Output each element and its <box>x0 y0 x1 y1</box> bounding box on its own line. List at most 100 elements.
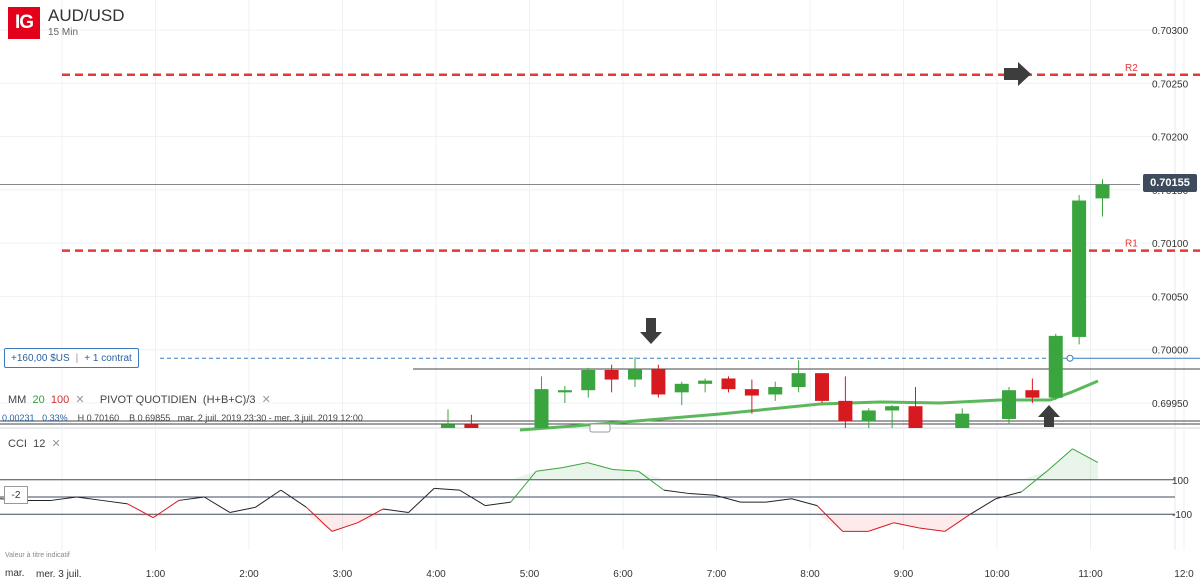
x-tick-label: 5:00 <box>520 569 540 580</box>
x-tick-label: 6:00 <box>613 569 633 580</box>
cci-line-segment <box>536 467 562 472</box>
cci-overbought-area <box>0 448 1098 480</box>
candle-body[interactable] <box>698 380 713 384</box>
cci-line-segment <box>663 489 690 495</box>
y-tick-label: 0.70250 <box>1152 79 1189 90</box>
candle-body[interactable] <box>674 383 689 393</box>
x-tick-label: 8:00 <box>800 569 820 580</box>
cci-line-segment <box>408 488 435 513</box>
remove-pivot-icon[interactable]: ✕ <box>261 394 271 406</box>
y-tick-label: 0.70000 <box>1152 346 1189 357</box>
cci-line-segment <box>689 493 716 496</box>
ohlc-stats: 0.00231 0.33% H 0.70160 B 0.69855 mar. 2… <box>2 413 363 423</box>
cci-line-segment <box>612 468 639 472</box>
y-tick-label: 0.70050 <box>1152 292 1189 303</box>
chart-header: IG AUD/USD 15 Min <box>8 7 125 39</box>
x-tick-label: 7:00 <box>707 569 727 580</box>
candle-body[interactable] <box>955 413 970 428</box>
x-tick-label: 2:00 <box>239 569 259 580</box>
candle-body[interactable] <box>1072 200 1087 337</box>
pane-resize-handle[interactable] <box>589 423 611 433</box>
cci-line-segment <box>204 496 231 513</box>
disclaimer: Valeur à titre indicatif <box>5 552 70 559</box>
ig-logo: IG <box>8 7 40 39</box>
pivot-label[interactable]: PIVOT QUOTIDIEN <box>99 394 197 406</box>
position-size: + 1 contrat <box>84 352 132 364</box>
candle-body[interactable] <box>651 368 666 395</box>
cci-line-segment <box>919 527 945 532</box>
arrow-right-icon <box>1004 62 1031 86</box>
cci-label[interactable]: CCI <box>8 438 27 450</box>
pivot-formula: (H+B+C)/3 <box>202 394 256 406</box>
cci-line-segment <box>255 489 282 508</box>
low-value: B 0.69855 <box>129 413 171 423</box>
candle-body[interactable] <box>441 424 455 428</box>
y-tick-label: 0.70200 <box>1152 133 1189 144</box>
candle-body[interactable] <box>581 369 596 391</box>
candle-body[interactable] <box>557 390 572 393</box>
candle-body[interactable] <box>464 424 479 428</box>
cci-legend: CCI 12 ✕ <box>8 437 61 450</box>
cci-line-segment <box>127 503 154 519</box>
mm-period-100[interactable]: 100 <box>50 394 70 406</box>
cci-line-segment <box>893 522 920 529</box>
candle-body[interactable] <box>721 378 736 390</box>
cci-line-segment <box>816 505 844 532</box>
x-tick-label: 1:00 <box>146 569 166 580</box>
candle-body[interactable] <box>908 406 923 428</box>
current-price-badge: 0.70155 <box>1143 174 1197 192</box>
candle-body[interactable] <box>1002 390 1016 419</box>
candle-body[interactable] <box>744 389 759 396</box>
candle-body[interactable] <box>885 406 900 411</box>
candle-body[interactable] <box>861 410 876 422</box>
high-value: H 0.70160 <box>77 413 120 423</box>
candle-body[interactable] <box>604 369 619 380</box>
mm-label[interactable]: MM <box>8 394 27 406</box>
x-tick-label: 9:00 <box>894 569 914 580</box>
arrow-up-icon <box>1038 405 1060 427</box>
x-tick-label: 4:00 <box>426 569 446 580</box>
cci-oversold-area <box>0 514 1098 532</box>
mm-period-20[interactable]: 20 <box>32 394 45 406</box>
symbol-title[interactable]: AUD/USD <box>48 6 125 25</box>
y-tick-label: 0.70100 <box>1152 239 1189 250</box>
cci-line-segment <box>152 500 180 519</box>
position-marker[interactable] <box>1066 354 1074 362</box>
cci-period[interactable]: 12 <box>33 438 46 450</box>
candle-body[interactable] <box>768 387 783 395</box>
open-position-tag[interactable]: +160,00 $US | + 1 contrat <box>4 348 139 368</box>
candle-body[interactable] <box>1048 335 1063 398</box>
cci-line-segment <box>229 506 256 513</box>
y-tick-label: 0.69950 <box>1152 399 1189 410</box>
remove-mm-icon[interactable]: ✕ <box>75 394 85 406</box>
cci-line-segment <box>970 498 997 515</box>
position-pnl: +160,00 $US <box>11 352 70 364</box>
cci-line-segment <box>76 496 103 501</box>
x-tick-label: 11:00 <box>1078 569 1103 580</box>
pivot-label-r2: R2 <box>1125 63 1138 74</box>
candle-body[interactable] <box>815 373 829 401</box>
cci-line-segment <box>1072 448 1099 464</box>
candle-body[interactable] <box>1025 390 1040 398</box>
arrow-down-icon <box>640 318 662 344</box>
change-value: 0.00231 <box>2 413 35 423</box>
candle-body[interactable] <box>791 373 806 388</box>
candle-body[interactable] <box>1095 184 1110 199</box>
remove-cci-icon[interactable]: ✕ <box>51 438 61 450</box>
y-tick-label: 0.70300 <box>1152 26 1189 37</box>
timeframe-label[interactable]: 15 Min <box>48 27 79 38</box>
x-tick-label: 10:00 <box>984 569 1009 580</box>
cci-line-segment <box>995 491 1022 500</box>
cci-line-segment <box>510 470 537 503</box>
cci-line-segment <box>1046 448 1073 472</box>
cci-line-segment <box>485 501 511 507</box>
cci-value-box: -2 <box>4 486 28 504</box>
cci-line-segment <box>868 522 894 532</box>
cci-line-segment <box>306 506 333 532</box>
candle-body[interactable] <box>838 400 853 422</box>
candle-body[interactable] <box>534 389 549 428</box>
candle-body[interactable] <box>628 368 642 380</box>
cci-line-segment <box>561 462 588 469</box>
x-tick-label: 3:00 <box>333 569 353 580</box>
